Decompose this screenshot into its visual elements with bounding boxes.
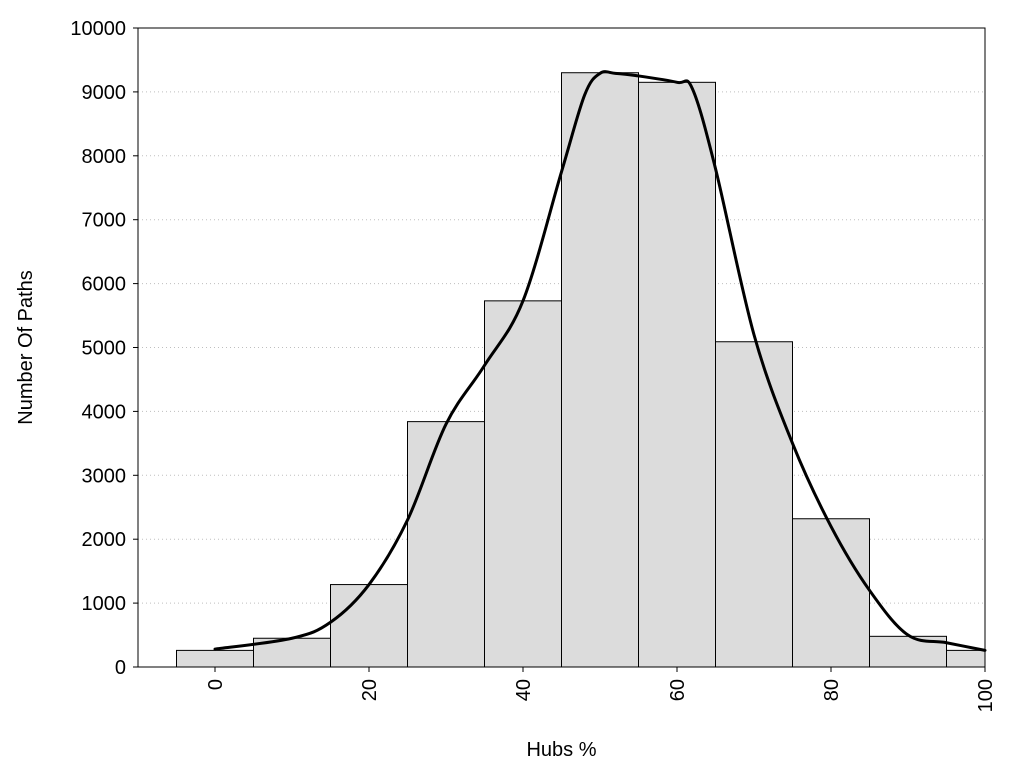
x-tick-label: 20 [359, 679, 381, 701]
histogram-bar [715, 341, 793, 668]
y-axis-ticks: 0 1000 2000 3000 4000 5000 6000 7000 8000 9000 100… [70, 18, 138, 679]
histogram-bar [792, 518, 870, 668]
density-curve [213, 70, 987, 652]
x-tick-label: 80 [821, 679, 843, 701]
y-tick-label: 10000 [70, 18, 126, 40]
histogram-bar [946, 649, 986, 668]
y-tick-label: 1000 [82, 593, 127, 615]
y-tick-label: 5000 [82, 338, 127, 360]
x-tick-label: 100 [975, 679, 997, 712]
histogram-bar [176, 649, 254, 668]
y-axis-label: Number Of Paths [15, 270, 37, 425]
histogram-bar [407, 421, 485, 668]
x-tick-label: 40 [513, 679, 535, 701]
histogram-bar [561, 72, 639, 668]
y-tick-label: 2000 [82, 529, 127, 551]
y-tick-label: 8000 [82, 146, 127, 168]
x-tick-label: 60 [667, 679, 689, 701]
histogram-bars [176, 72, 986, 668]
y-tick-label: 9000 [82, 82, 127, 104]
histogram-bar [638, 81, 716, 668]
y-tick-label: 4000 [82, 401, 127, 423]
x-tick-label: 0 [205, 679, 227, 690]
y-tick-label: 7000 [82, 210, 127, 232]
x-axis-ticks: 0 20 40 60 80 100 [205, 667, 997, 712]
histogram-bar [330, 584, 408, 668]
y-tick-label: 6000 [82, 274, 127, 296]
y-tick-label: 0 [115, 657, 126, 679]
x-axis-label: Hubs % [526, 739, 596, 761]
histogram-bar [484, 300, 562, 668]
y-tick-label: 3000 [82, 465, 127, 487]
